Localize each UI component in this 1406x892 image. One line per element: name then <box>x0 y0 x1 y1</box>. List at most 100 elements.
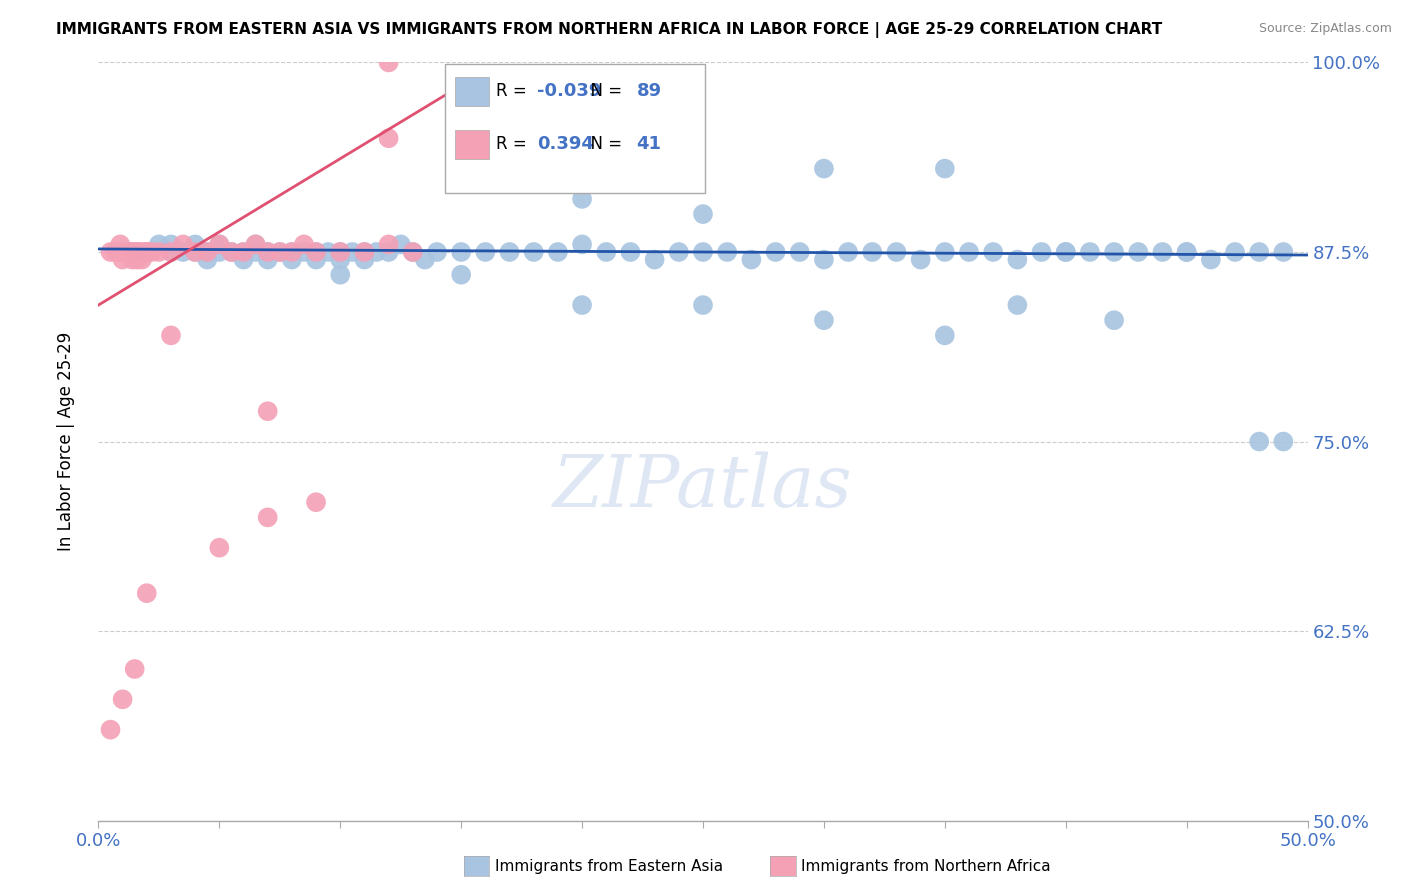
Point <box>208 541 231 555</box>
Point <box>981 244 1004 259</box>
Point <box>957 244 980 259</box>
Point <box>135 244 157 259</box>
Point <box>329 244 352 259</box>
Point <box>124 662 146 676</box>
Point <box>692 244 714 259</box>
Point <box>305 244 328 259</box>
Point <box>1272 434 1295 449</box>
Point <box>523 244 546 259</box>
Text: IMMIGRANTS FROM EASTERN ASIA VS IMMIGRANTS FROM NORTHERN AFRICA IN LABOR FORCE |: IMMIGRANTS FROM EASTERN ASIA VS IMMIGRAN… <box>56 22 1163 38</box>
Point <box>172 244 194 259</box>
Point <box>281 252 304 267</box>
Point <box>117 244 139 259</box>
Point <box>377 244 399 259</box>
Point <box>292 244 315 259</box>
Point <box>221 244 243 259</box>
Point <box>121 244 143 259</box>
Point <box>195 244 218 259</box>
Point <box>148 237 170 252</box>
Point <box>232 252 254 267</box>
Point <box>195 252 218 267</box>
Point <box>692 298 714 312</box>
Point <box>571 298 593 312</box>
Point <box>474 244 496 259</box>
Point <box>571 192 593 206</box>
Point <box>305 495 328 509</box>
Point <box>1152 244 1174 259</box>
Point <box>128 244 150 259</box>
Point <box>789 244 811 259</box>
Point <box>305 244 328 259</box>
Point <box>208 244 231 259</box>
Point <box>160 237 183 252</box>
Point <box>450 177 472 191</box>
Text: Immigrants from Eastern Asia: Immigrants from Eastern Asia <box>495 859 723 873</box>
Point <box>389 237 412 252</box>
Point <box>221 244 243 259</box>
Point <box>1128 244 1150 259</box>
Point <box>377 131 399 145</box>
Point <box>934 161 956 176</box>
Text: 41: 41 <box>637 136 661 153</box>
Point <box>316 244 339 259</box>
Point <box>111 244 134 259</box>
Point <box>121 252 143 267</box>
Point <box>256 244 278 259</box>
Text: Immigrants from Northern Africa: Immigrants from Northern Africa <box>801 859 1052 873</box>
Point <box>353 244 375 259</box>
Point <box>160 244 183 259</box>
Point <box>377 55 399 70</box>
Point <box>269 244 291 259</box>
Point <box>245 237 267 252</box>
Point <box>292 237 315 252</box>
Point <box>184 237 207 252</box>
Point <box>450 244 472 259</box>
Point <box>329 268 352 282</box>
Point <box>184 244 207 259</box>
Point <box>195 244 218 259</box>
Point <box>127 252 149 267</box>
Point <box>498 244 520 259</box>
Text: R =: R = <box>496 136 533 153</box>
Text: ZIPatlas: ZIPatlas <box>553 451 853 523</box>
Point <box>692 207 714 221</box>
Point <box>595 244 617 259</box>
Point <box>245 244 267 259</box>
Point <box>1007 298 1029 312</box>
Point <box>619 244 641 259</box>
Point <box>353 252 375 267</box>
Point <box>131 252 153 267</box>
Text: 89: 89 <box>637 82 662 100</box>
Point <box>413 252 436 267</box>
Point <box>377 237 399 252</box>
Point <box>131 244 153 259</box>
Text: R =: R = <box>496 82 533 100</box>
Point <box>135 244 157 259</box>
Text: -0.039: -0.039 <box>537 82 602 100</box>
Text: 0.394: 0.394 <box>537 136 595 153</box>
Point <box>245 237 267 252</box>
Point <box>910 252 932 267</box>
Point <box>934 328 956 343</box>
Point <box>124 244 146 259</box>
Point <box>160 244 183 259</box>
Point <box>107 244 129 259</box>
Y-axis label: In Labor Force | Age 25-29: In Labor Force | Age 25-29 <box>56 332 75 551</box>
Point <box>547 244 569 259</box>
Point <box>860 244 883 259</box>
Point <box>1223 244 1246 259</box>
Point <box>160 328 183 343</box>
Point <box>281 244 304 259</box>
Point <box>232 244 254 259</box>
Point <box>269 244 291 259</box>
Point <box>342 244 364 259</box>
Point <box>934 244 956 259</box>
Point <box>353 244 375 259</box>
Point <box>232 244 254 259</box>
Point <box>716 244 738 259</box>
Point <box>124 244 146 259</box>
Point <box>366 244 388 259</box>
Point <box>256 404 278 418</box>
Point <box>886 244 908 259</box>
Point <box>305 252 328 267</box>
